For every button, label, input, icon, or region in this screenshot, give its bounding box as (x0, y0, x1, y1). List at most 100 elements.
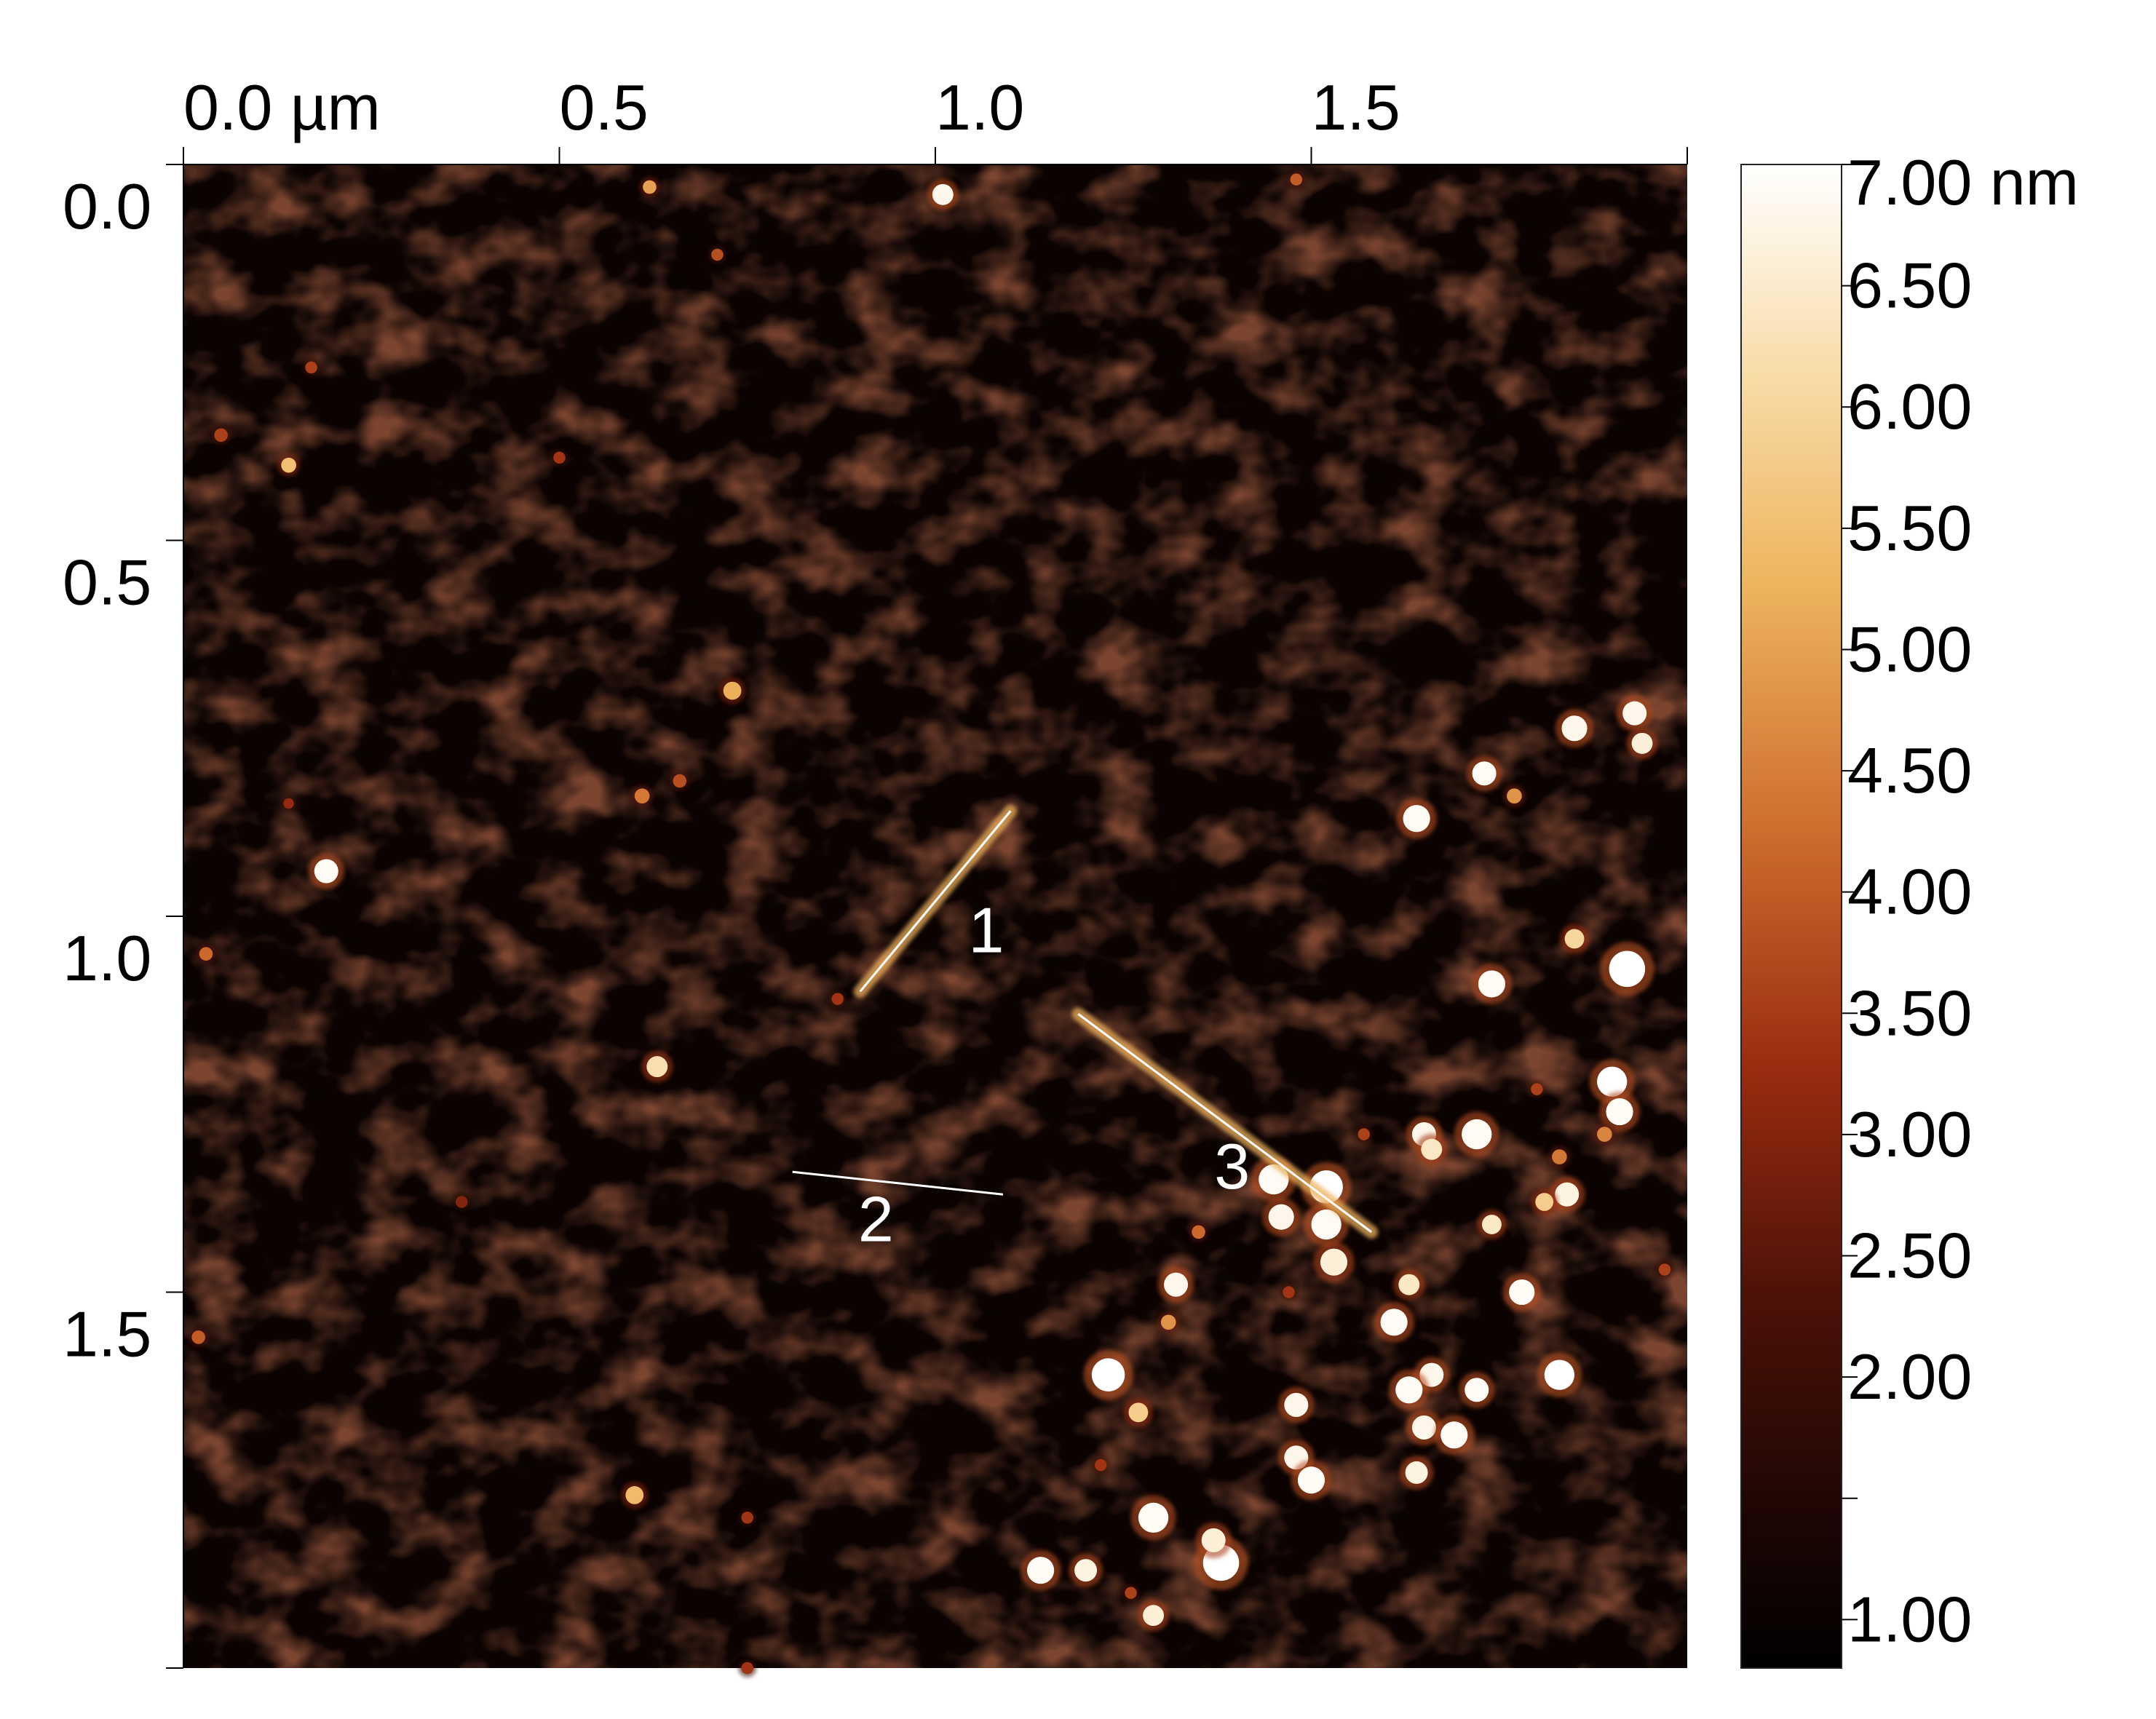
y-tick-label: 1.0 (63, 922, 151, 994)
particle (199, 947, 213, 961)
particle (455, 1196, 468, 1208)
particle (643, 180, 657, 194)
particle (723, 681, 742, 700)
particle (1283, 1286, 1295, 1298)
particle (1531, 1083, 1543, 1095)
particle (1074, 1559, 1098, 1582)
particle (314, 859, 338, 884)
particle (1297, 1466, 1325, 1494)
colorbar-tick-label: 4.50 (1847, 734, 1972, 806)
particle (1564, 929, 1585, 949)
particle (1027, 1557, 1055, 1584)
particle (191, 1330, 205, 1344)
particle (1143, 1605, 1165, 1627)
particle (1201, 1528, 1226, 1552)
particle (625, 1486, 644, 1504)
particle (1509, 1279, 1535, 1306)
colorbar-tick-label: 3.00 (1847, 1098, 1972, 1170)
x-tick-label: 0.0 µm (183, 71, 381, 143)
particle (1311, 1209, 1341, 1240)
particle (1597, 1066, 1628, 1097)
colorbar-tick-label: 5.00 (1847, 613, 1972, 685)
particle (1398, 1274, 1420, 1295)
x-tick-label: 0.5 (560, 71, 649, 143)
colorbar-tick-label: 2.00 (1847, 1341, 1972, 1413)
profile-label-2: 2 (858, 1183, 894, 1255)
colorbar-tick-label: 4.00 (1847, 856, 1972, 928)
particle (1284, 1392, 1309, 1417)
particle (634, 788, 650, 804)
particle (1481, 1215, 1502, 1234)
colorbar-tick-label: 6.50 (1847, 250, 1972, 322)
colorbar: 7.00 nm 6.50 6.00 5.50 5.00 4.50 4.00 3.50 3.00 2… (1740, 146, 2079, 1669)
particle (283, 798, 294, 809)
particle (281, 457, 296, 473)
particle (1320, 1248, 1348, 1276)
particle-layer (188, 170, 1674, 1678)
y-tick-label: 0.0 (63, 170, 151, 242)
particle (741, 1662, 754, 1675)
particle (1192, 1225, 1205, 1239)
particle (1268, 1204, 1294, 1230)
particle (1465, 1378, 1489, 1402)
x-tick-label: 1.0 (935, 71, 1024, 143)
particle (1535, 1193, 1554, 1211)
y-tick-label: 0.5 (63, 547, 151, 619)
colorbar-tick-label: 7.00 nm (1847, 146, 2079, 218)
y-tick-label: 1.5 (63, 1298, 151, 1370)
colorbar-tick-label: 6.00 (1847, 370, 1972, 442)
particle (1395, 1376, 1423, 1404)
particle (1440, 1421, 1468, 1449)
x-axis: 0.0 µm 0.5 1.0 1.5 (183, 71, 1688, 165)
x-tick-label: 1.5 (1312, 71, 1400, 143)
particle (1160, 1314, 1176, 1330)
particle (1094, 1458, 1107, 1472)
profile-lines: 1 2 3 (792, 804, 1379, 1255)
particle (831, 993, 844, 1005)
particle (1597, 1127, 1612, 1142)
particle (1658, 1263, 1671, 1276)
y-axis: 0.0 0.5 1.0 1.5 (63, 164, 184, 1669)
particle (1091, 1358, 1125, 1392)
profile-line-2 (792, 1170, 1004, 1196)
colorbar-gradient (1741, 164, 1842, 1668)
profile-line-1 (859, 810, 1012, 993)
particle (1631, 732, 1653, 754)
particle (1128, 1402, 1149, 1423)
profile-label-1: 1 (969, 894, 1004, 966)
colorbar-ticks: 7.00 nm 6.50 6.00 5.50 5.00 4.50 4.00 3.50 3.00 2… (1842, 146, 2079, 1655)
particle (1472, 761, 1497, 786)
profile-label-3: 3 (1214, 1130, 1250, 1202)
particle (1606, 1097, 1633, 1126)
colorbar-tick-label: 1.00 (1847, 1583, 1972, 1655)
particle (1609, 950, 1646, 988)
particle (1421, 1138, 1443, 1160)
particle (1405, 1461, 1428, 1484)
particle (741, 1512, 754, 1524)
particle (1164, 1272, 1189, 1297)
particle (1478, 970, 1506, 998)
particle (1561, 715, 1588, 742)
particle (1555, 1182, 1580, 1207)
particle (1403, 805, 1430, 833)
particle (1380, 1309, 1408, 1336)
particle (1125, 1587, 1137, 1599)
particle (1552, 1149, 1567, 1164)
particle (1507, 788, 1522, 804)
colorbar-tick-label: 3.50 (1847, 977, 1972, 1049)
afm-height-map: 1 2 3 (183, 164, 1687, 1678)
particle (1622, 701, 1647, 726)
particle (1358, 1128, 1371, 1140)
colorbar-tick-label: 5.50 (1847, 492, 1972, 564)
colorbar-tick-label: 2.50 (1847, 1220, 1972, 1292)
particle (214, 428, 228, 442)
particle (1462, 1119, 1492, 1150)
particle (646, 1056, 668, 1078)
particle (1290, 173, 1303, 186)
particle (932, 183, 954, 205)
particle (305, 361, 317, 374)
particle (673, 774, 687, 788)
particle (711, 248, 724, 261)
